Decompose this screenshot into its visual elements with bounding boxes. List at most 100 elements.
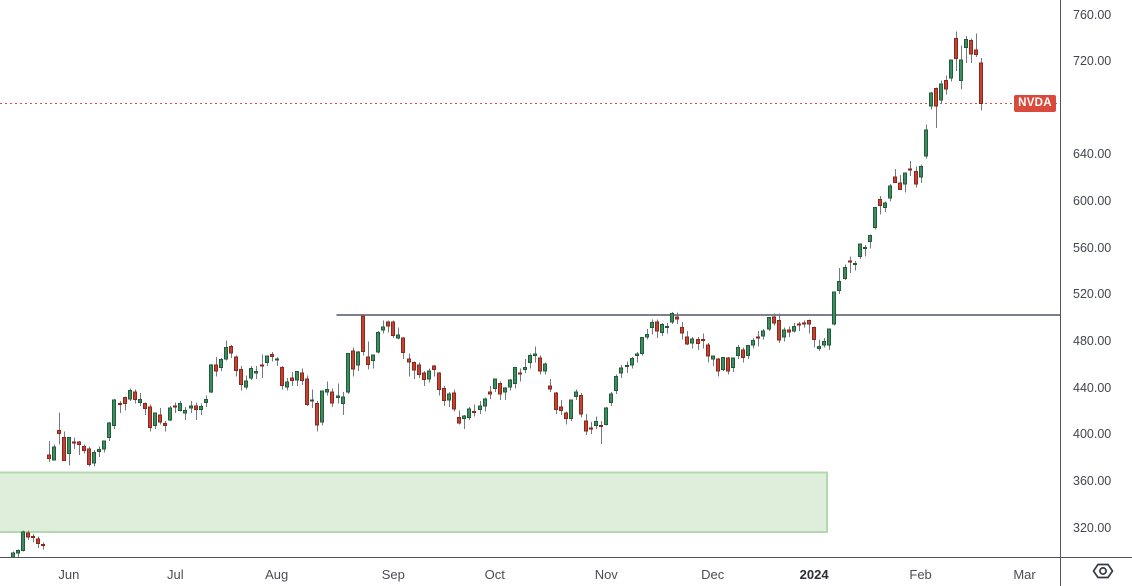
candle — [87, 446, 91, 467]
candle — [437, 371, 441, 396]
candle — [802, 320, 806, 328]
candle — [498, 381, 502, 400]
candle — [706, 342, 710, 363]
candle — [569, 399, 573, 421]
candle — [57, 412, 61, 445]
candle — [873, 207, 877, 230]
candle — [675, 312, 679, 325]
candle — [964, 35, 968, 63]
candle — [812, 326, 816, 348]
candle — [599, 420, 603, 444]
candle — [280, 366, 284, 390]
candle — [97, 446, 101, 458]
candle — [488, 385, 492, 399]
candle — [878, 195, 882, 215]
candle — [133, 389, 137, 404]
price-axis-border — [1060, 0, 1061, 586]
candlestick-series — [11, 31, 983, 557]
candle — [554, 391, 558, 414]
candle — [244, 375, 248, 390]
time-axis[interactable]: Jun Jul Aug Sep Oct Nov Dec 2024 Feb Mar — [0, 558, 1060, 586]
candle — [716, 357, 720, 377]
candle — [483, 397, 487, 412]
time-tick-label: 2024 — [799, 567, 829, 582]
candle — [777, 313, 781, 343]
candle — [559, 399, 563, 416]
candle — [16, 549, 20, 557]
candle — [726, 356, 730, 375]
candle — [107, 422, 111, 441]
candle — [209, 363, 213, 393]
price-tick-label: 720.00 — [1073, 54, 1112, 69]
candle — [199, 403, 203, 416]
candle — [655, 319, 659, 339]
candle — [934, 87, 938, 129]
candle — [330, 388, 334, 407]
candle — [908, 160, 912, 176]
price-tick-label: 640.00 — [1073, 147, 1112, 162]
candle — [974, 33, 978, 57]
chart-pane[interactable]: NVDA — [0, 0, 1060, 557]
candle — [731, 357, 735, 372]
candle — [665, 322, 669, 334]
candle — [285, 377, 289, 391]
candle — [442, 385, 446, 406]
candle — [924, 124, 928, 159]
symbol-price-flag: NVDA — [1014, 94, 1056, 112]
candle — [118, 401, 122, 413]
candle — [204, 395, 208, 407]
price-tick-label: 440.00 — [1073, 380, 1112, 395]
candle — [843, 264, 847, 280]
candle — [939, 80, 943, 104]
candle — [741, 347, 745, 363]
candle — [944, 75, 948, 95]
candle — [148, 404, 152, 432]
time-tick-label: Oct — [484, 567, 505, 582]
candle — [72, 437, 76, 449]
candle — [138, 392, 142, 406]
candle — [452, 389, 456, 412]
hexagon-eye-icon[interactable] — [1089, 559, 1117, 583]
candle — [848, 256, 852, 273]
candle — [797, 321, 801, 332]
candle — [528, 353, 532, 369]
candle — [143, 402, 147, 416]
candle — [356, 350, 360, 371]
candle — [979, 58, 983, 111]
candle — [837, 268, 841, 294]
candle — [391, 320, 395, 339]
candle — [630, 356, 634, 369]
candle — [52, 444, 56, 461]
candle — [792, 322, 796, 333]
time-tick-label: Dec — [701, 567, 725, 582]
candle — [26, 530, 30, 540]
candle — [574, 389, 578, 400]
candle — [467, 406, 471, 420]
candle — [173, 402, 177, 413]
candle — [254, 366, 258, 379]
candle — [407, 353, 411, 377]
demand-zone-rect — [0, 471, 828, 533]
price-axis[interactable]: 684.19 06:08:21 502.73 760.00720.00640.0… — [1061, 0, 1132, 557]
candle — [589, 422, 593, 434]
candle — [868, 234, 872, 249]
candle — [77, 440, 81, 455]
candle — [898, 174, 902, 191]
candle — [325, 381, 329, 396]
candle — [219, 357, 223, 371]
candle — [807, 319, 811, 334]
candle — [386, 320, 390, 333]
candle — [320, 390, 324, 426]
candle — [711, 355, 715, 367]
hexagon-eye-glyph — [1092, 563, 1114, 579]
candle — [614, 374, 618, 395]
candle — [128, 388, 132, 402]
time-axis-border — [0, 557, 1132, 558]
candle — [412, 361, 416, 379]
candle — [381, 320, 385, 334]
candle — [650, 319, 654, 335]
symbol-ticker-label: NVDA — [1018, 97, 1052, 110]
candle — [336, 383, 340, 404]
candle — [660, 322, 664, 336]
